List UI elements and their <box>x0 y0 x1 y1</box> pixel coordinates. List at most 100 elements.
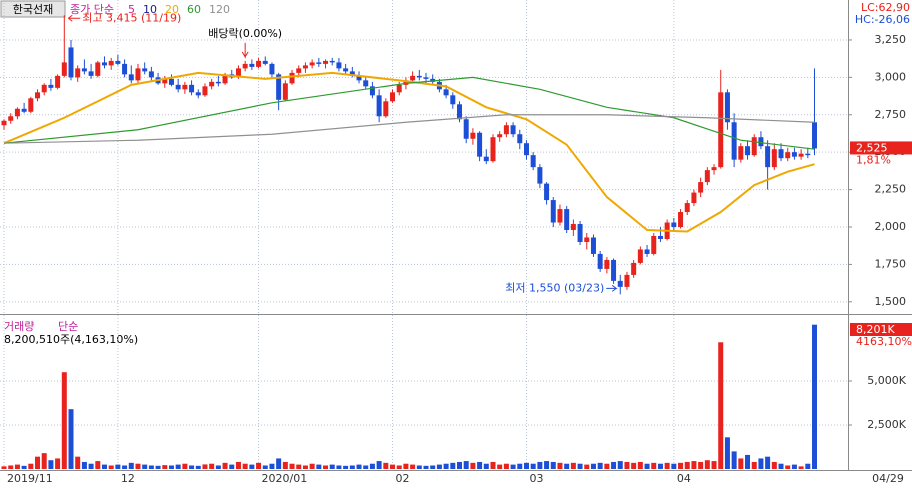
volume-bar <box>450 462 456 469</box>
candle-body <box>564 209 570 230</box>
candle-body <box>711 167 717 171</box>
candle-body <box>115 60 121 64</box>
volume-bar <box>75 456 81 469</box>
volume-bar <box>812 324 818 469</box>
volume-bar <box>704 460 710 469</box>
candle-body <box>356 75 362 81</box>
candle-body <box>235 68 241 78</box>
candle-body <box>457 104 463 120</box>
annotation-arrow <box>68 14 81 22</box>
volume-bar <box>657 463 663 469</box>
volume-bar <box>215 465 221 469</box>
volume-bar <box>396 465 402 469</box>
candle-body <box>35 92 41 99</box>
volume-bar <box>95 461 101 469</box>
candle-body <box>523 143 529 156</box>
ma-legend-item: 120 <box>209 3 230 16</box>
candle-body <box>778 149 784 159</box>
volume-bar <box>35 456 41 469</box>
volume-bar <box>256 462 262 469</box>
candle-body <box>544 183 550 201</box>
candle-body <box>363 80 369 87</box>
volume-bar <box>678 462 684 469</box>
volume-bar <box>14 464 20 469</box>
candle-body <box>376 95 382 117</box>
volume-bar <box>443 463 449 469</box>
volume-bar <box>644 463 650 469</box>
candle-body <box>122 63 128 75</box>
volume-bar <box>61 372 67 469</box>
y-tick-label: 1,750 <box>875 257 907 270</box>
volume-bar <box>711 461 717 469</box>
x-tick-label: 2020/01 <box>262 472 308 485</box>
candle-body <box>48 84 54 88</box>
candle-body <box>14 108 20 117</box>
candle-body <box>168 78 174 85</box>
volume-bar <box>791 464 797 469</box>
candle-body <box>631 262 637 275</box>
candle-body <box>101 62 107 66</box>
last-price: 2,525 <box>856 141 888 154</box>
volume-bar <box>122 465 128 469</box>
candle-body <box>249 63 255 67</box>
volume-bar <box>624 461 630 469</box>
candle-body <box>309 62 315 66</box>
candle-body <box>390 92 396 102</box>
volume-bar <box>376 461 382 469</box>
volume-bar <box>470 462 476 469</box>
volume-bar <box>175 464 181 469</box>
volume-summary: 8,200,510주(4,163,10%) <box>4 333 138 346</box>
annotation-dividend: 배당락(0.00%) <box>208 27 282 40</box>
volume-bar <box>363 465 369 469</box>
candle-body <box>691 192 697 204</box>
volume-bar <box>168 465 174 469</box>
volume-bar <box>436 464 442 469</box>
candle-body <box>316 62 322 64</box>
candle-body <box>651 235 657 254</box>
volume-bar <box>671 463 677 469</box>
volume-bar <box>202 464 208 469</box>
candle-body <box>28 98 34 112</box>
candle-body <box>704 170 710 183</box>
candle-body <box>41 84 47 93</box>
candle-body <box>537 167 543 184</box>
candle-body <box>142 68 148 72</box>
volume-bar <box>771 461 777 469</box>
candle-body <box>182 84 188 90</box>
volume-bar <box>745 454 751 469</box>
volume-bar <box>262 465 268 469</box>
moving-average <box>3 76 815 150</box>
volume-bar <box>269 463 275 469</box>
volume-bar <box>765 456 771 469</box>
last-volume: 8,201K <box>856 323 895 336</box>
candle-body <box>517 134 523 144</box>
stock-name: 한국선재 <box>13 3 53 16</box>
volume-bar <box>631 462 637 469</box>
candle-body <box>678 212 684 228</box>
volume-bar <box>590 463 596 469</box>
candle-body <box>195 92 201 96</box>
volume-bar <box>349 465 355 469</box>
volume-bar <box>503 463 509 469</box>
candle-body <box>423 77 429 79</box>
volume-bar <box>189 465 195 469</box>
candle-body <box>771 149 777 168</box>
candle-body <box>637 249 643 263</box>
candle-body <box>785 152 791 159</box>
candle-body <box>403 80 409 85</box>
y-tick-label: 1,500 <box>875 295 907 308</box>
title-box <box>0 0 66 18</box>
candle-body <box>8 116 14 121</box>
candle-body <box>477 132 483 157</box>
moving-average <box>3 71 815 233</box>
annotation-arrow <box>241 42 249 59</box>
candle-body <box>55 75 61 88</box>
volume-bar <box>356 464 362 469</box>
candle-body <box>684 203 690 213</box>
candle-body <box>349 71 355 76</box>
candle-body <box>61 62 67 76</box>
volume-bar <box>731 451 737 469</box>
candle-body <box>68 47 74 78</box>
x-tick-label: 02 <box>396 472 410 485</box>
candle-body <box>269 63 275 75</box>
